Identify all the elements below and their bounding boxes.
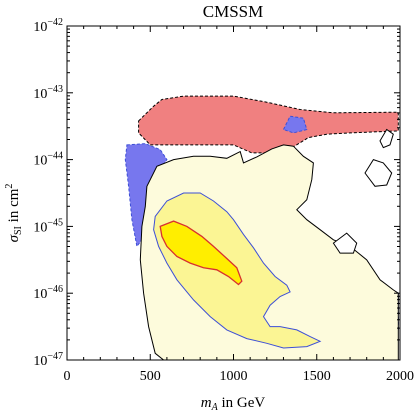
y-tick-label: 10−43	[33, 84, 63, 102]
red-region-0	[138, 95, 399, 154]
y-tick-label: 10−46	[33, 284, 63, 302]
white-hole-7	[364, 159, 393, 187]
y-label-sub: SI	[13, 226, 24, 235]
plot-regions	[124, 95, 399, 361]
y-label-sup: 2	[4, 184, 15, 189]
y-tick-label: 10−42	[33, 17, 63, 35]
x-label-main: m	[201, 395, 212, 410]
axis-ticks: 0 500 1000 1500 2000 10−47 10−46 10−45 10−44 10−4…	[33, 17, 414, 384]
white-hole-8	[332, 232, 358, 254]
x-tick-label: 500	[140, 369, 161, 384]
x-tick-label: 0	[64, 369, 71, 384]
y-tick-label: 10−44	[33, 151, 63, 169]
y-axis-label: σSI in cm2	[4, 184, 24, 243]
blue-region-3	[282, 115, 308, 134]
y-tick-label: 10−45	[33, 217, 63, 235]
x-tick-label: 1500	[303, 369, 331, 384]
x-tick-label: 1000	[220, 369, 248, 384]
y-tick-label: 10−47	[33, 351, 63, 369]
y-label-main: σ	[6, 234, 22, 242]
chart-title: CMSSM	[203, 2, 263, 21]
y-label-rest: in cm	[6, 188, 22, 226]
white-hole-9	[379, 128, 394, 149]
x-tick-label: 2000	[386, 369, 414, 384]
inner-region-6	[159, 220, 243, 286]
x-axis-label: mA in GeV	[201, 395, 266, 410]
x-label-sub: A	[211, 402, 219, 410]
x-label-rest: in GeV	[218, 395, 266, 410]
